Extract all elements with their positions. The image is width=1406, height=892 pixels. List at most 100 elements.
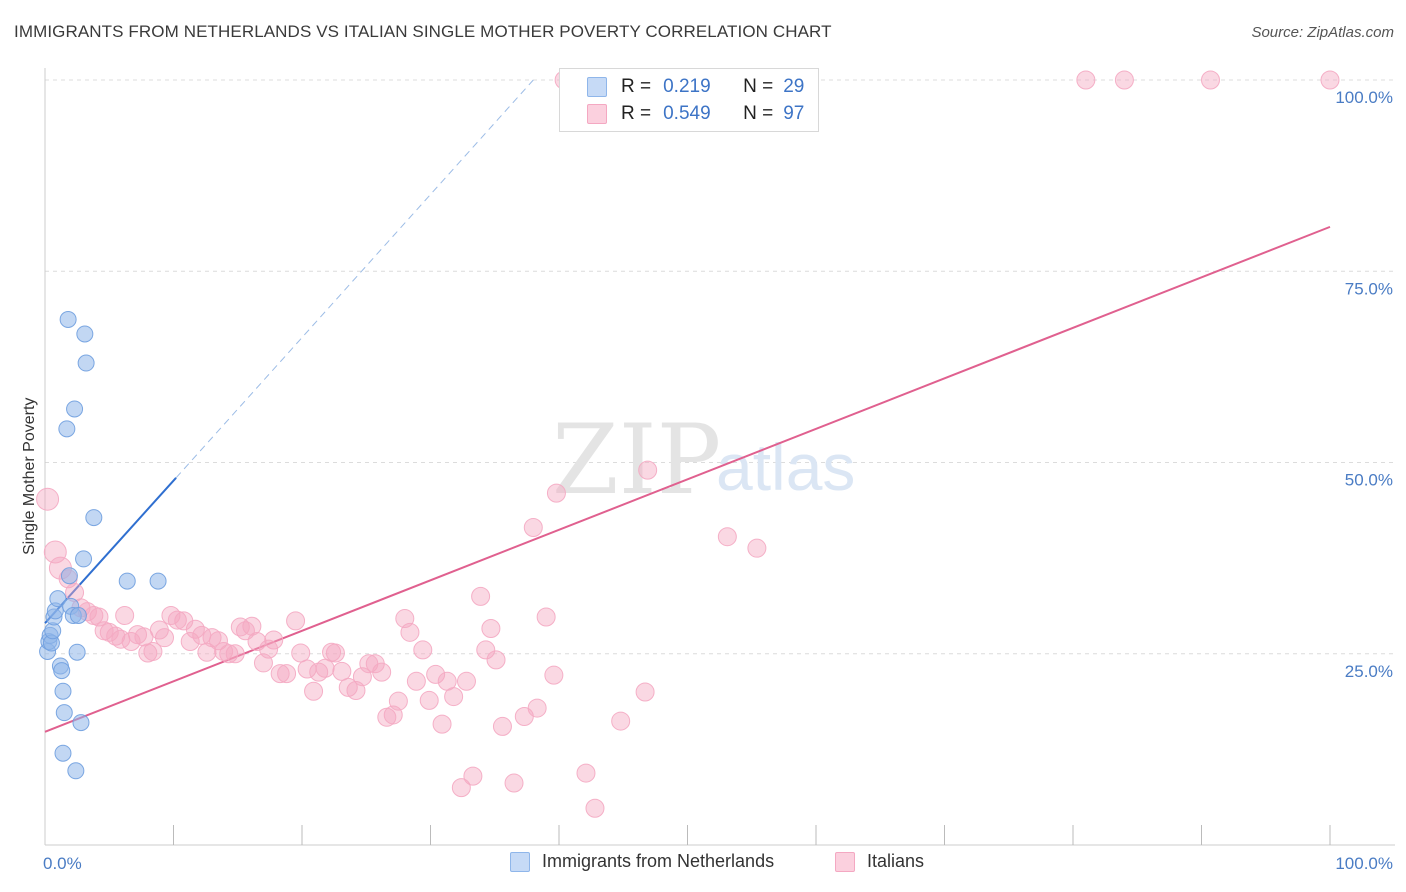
data-point-italians <box>400 622 420 642</box>
legend-row-italians: R = 0.549 N = 97 <box>560 101 804 127</box>
data-point-italians <box>372 662 392 682</box>
data-point-italians <box>426 664 446 684</box>
y-tick-label: 50.0% <box>1345 471 1393 490</box>
bottom-legend-swatch-netherlands <box>510 851 530 872</box>
data-point-italians <box>638 460 658 480</box>
chart-source: Source: ZipAtlas.com <box>1251 24 1394 41</box>
bottom-legend-label-netherlands: Immigrants from Netherlands <box>542 851 775 871</box>
data-point-netherlands <box>58 420 76 438</box>
data-point-netherlands <box>67 762 85 780</box>
y-tick-label: 75.0% <box>1345 279 1393 298</box>
data-point-netherlands <box>77 354 95 372</box>
data-point-italians <box>338 677 358 697</box>
series-netherlands-points <box>39 310 167 780</box>
data-point-italians <box>264 630 284 650</box>
data-point-italians <box>471 586 491 606</box>
watermark: ZIP atlas <box>552 404 855 516</box>
data-point-italians <box>444 687 464 707</box>
data-point-italians <box>291 643 311 663</box>
data-point-italians <box>286 611 306 631</box>
data-point-italians <box>304 681 324 701</box>
data-point-netherlands <box>69 607 87 624</box>
data-point-italians <box>270 664 290 684</box>
data-point-italians <box>332 661 352 681</box>
data-point-italians <box>611 711 631 731</box>
legend-n-label: N = <box>743 103 774 124</box>
data-point-italians <box>576 763 596 783</box>
data-point-italians <box>180 632 200 652</box>
data-point-italians <box>155 628 175 648</box>
data-point-italians <box>214 641 234 661</box>
bottom-legend-label-italians: Italians <box>867 851 925 871</box>
data-point-italians <box>504 773 524 793</box>
data-point-netherlands <box>60 567 78 585</box>
data-point-italians <box>523 518 543 538</box>
data-point-italians <box>413 640 433 660</box>
data-point-netherlands <box>49 590 67 608</box>
data-point-italians <box>219 644 239 664</box>
data-point-italians <box>325 643 345 663</box>
legend-swatch-italians <box>587 104 607 124</box>
data-point-netherlands <box>85 509 103 527</box>
y-axis-label: Single Mother Poverty <box>21 398 38 555</box>
data-point-italians <box>476 640 496 660</box>
legend: R = 0.219 N = 29 R = 0.549 N = 97 <box>559 68 819 132</box>
bottom-legend-swatch-italians <box>835 851 855 872</box>
legend-row-netherlands: R = 0.219 N = 29 <box>560 74 804 100</box>
data-point-italians <box>242 616 262 636</box>
data-point-netherlands <box>68 643 86 661</box>
data-point-italians <box>106 626 126 646</box>
data-point-netherlands <box>59 310 77 328</box>
data-point-netherlands <box>54 682 72 700</box>
trend-extension-netherlands <box>175 79 534 479</box>
data-point-italians <box>1200 70 1220 90</box>
data-point-italians <box>36 487 60 511</box>
data-point-italians <box>432 714 452 734</box>
bottom-legend-italians: Italians <box>835 851 924 872</box>
data-point-italians <box>585 798 605 818</box>
data-point-netherlands <box>54 744 72 762</box>
data-point-italians <box>208 631 228 651</box>
bottom-legend-netherlands: Immigrants from Netherlands <box>510 851 774 872</box>
data-point-italians <box>315 658 335 678</box>
data-point-netherlands <box>149 572 167 590</box>
data-point-italians <box>1076 70 1096 90</box>
tick-labels: 25.0% 50.0% 75.0% 100.0% 0.0% 100.0% <box>43 88 1393 873</box>
data-point-italians <box>717 527 737 547</box>
y-tick-label: 25.0% <box>1345 662 1393 681</box>
data-point-italians <box>406 671 426 691</box>
data-point-netherlands <box>53 662 71 680</box>
axes <box>44 68 1395 846</box>
legend-n-value: 97 <box>783 103 805 124</box>
data-point-italians <box>388 691 408 711</box>
data-point-italians <box>456 671 476 691</box>
legend-r-label: R = <box>621 103 652 124</box>
data-point-italians <box>451 778 471 798</box>
grid-lines <box>45 79 1395 655</box>
data-point-italians <box>536 607 556 627</box>
x-tick-label: 100.0% <box>1335 854 1393 873</box>
y-tick-label: 100.0% <box>1335 88 1393 107</box>
legend-r-value: 0.219 <box>663 76 711 97</box>
legend-n-value: 29 <box>783 76 805 97</box>
x-tick-label: 0.0% <box>43 854 82 873</box>
data-point-italians <box>1114 70 1134 90</box>
data-point-italians <box>481 619 501 639</box>
data-point-italians <box>544 665 564 685</box>
data-point-italians <box>635 682 655 702</box>
data-point-italians <box>486 650 506 670</box>
data-point-netherlands <box>75 550 93 568</box>
data-point-italians <box>225 644 245 664</box>
data-point-italians <box>277 664 297 684</box>
data-point-italians <box>1320 70 1340 90</box>
data-point-netherlands <box>76 325 94 343</box>
chart-title: IMMIGRANTS FROM NETHERLANDS VS ITALIAN S… <box>14 22 832 41</box>
legend-swatch-netherlands <box>587 77 607 97</box>
data-point-italians <box>747 538 767 558</box>
data-point-italians <box>143 641 163 661</box>
data-point-netherlands <box>66 400 84 418</box>
trend-line-italians <box>44 225 1331 733</box>
legend-n-label: N = <box>743 76 774 97</box>
data-point-italians <box>546 483 566 503</box>
